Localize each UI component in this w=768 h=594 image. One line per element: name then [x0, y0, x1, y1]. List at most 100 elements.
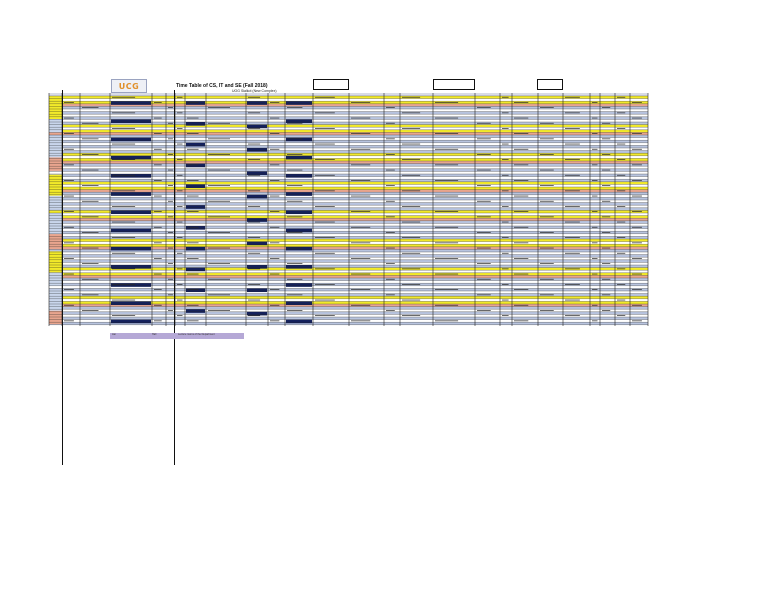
highlight-cell: [286, 101, 312, 105]
table-row: [49, 122, 648, 125]
cell-text: [632, 195, 642, 197]
cell-text: [315, 237, 335, 238]
cell-text: [617, 237, 626, 238]
cell-text: [592, 133, 598, 134]
table-row: [49, 314, 648, 317]
cell-text: [315, 284, 335, 285]
table-row: [49, 246, 648, 250]
highlight-cell: [247, 171, 267, 176]
cell-text: [435, 289, 459, 290]
cell-text: [565, 252, 580, 254]
cell-text: [565, 268, 580, 270]
cell-text: [565, 143, 580, 145]
table-row: [49, 220, 648, 224]
cell-text: [315, 268, 335, 270]
cell-text: [248, 206, 261, 207]
highlight-cell: [111, 210, 151, 215]
cell-text: [270, 258, 280, 259]
cell-text: [168, 200, 173, 202]
table-row: [49, 171, 648, 174]
cell-text: [540, 154, 554, 155]
cell-text: [64, 133, 74, 134]
cell-text: [602, 169, 611, 171]
cell-text: [248, 252, 261, 254]
day-block: [49, 251, 62, 273]
cell-text: [112, 174, 136, 176]
table-row: [49, 257, 648, 260]
cell-text: [402, 299, 421, 301]
cell-text: [248, 159, 261, 160]
table-row: [49, 270, 648, 273]
cell-text: [617, 284, 626, 285]
highlight-cell: [111, 155, 151, 160]
cell-text: [617, 315, 626, 316]
cell-text: [592, 242, 598, 244]
table-row: [49, 275, 648, 278]
highlight-cell: [111, 228, 151, 233]
highlight-cell: [111, 246, 151, 251]
cell-text: [435, 273, 459, 275]
cell-text: [82, 310, 99, 311]
cell-text: [565, 221, 580, 223]
highlight-cell: [111, 137, 151, 142]
cell-text: [287, 294, 303, 296]
cell-text: [208, 216, 230, 218]
cell-text: [64, 289, 74, 290]
cell-text: [386, 263, 395, 264]
cell-text: [617, 96, 626, 98]
cell-text: [435, 164, 459, 166]
cell-text: [64, 320, 74, 322]
table-row: [49, 228, 648, 232]
cell-text: [592, 102, 598, 103]
cell-text: [287, 263, 303, 264]
cell-text: [168, 122, 173, 124]
cell-text: [351, 148, 371, 150]
table-row: [49, 293, 648, 297]
highlight-cell: [186, 163, 205, 168]
cell-text: [402, 252, 421, 254]
cell-text: [208, 154, 230, 155]
table-row: [49, 103, 648, 107]
cell-text: [565, 112, 580, 114]
cell-text: [351, 117, 371, 119]
table-row: [49, 241, 648, 245]
cell-text: [477, 232, 491, 233]
cell-text: [248, 112, 261, 114]
cell-text: [402, 315, 421, 316]
cell-text: [435, 242, 459, 244]
table-row: [49, 254, 648, 258]
cell-text: [270, 195, 280, 197]
cell-text: [187, 148, 199, 150]
cell-text: [64, 148, 74, 150]
table-row: [49, 106, 648, 109]
highlight-cell: [186, 288, 205, 293]
cell-text: [435, 148, 459, 150]
cell-text: [112, 284, 136, 285]
cell-text: [617, 174, 626, 176]
cell-text: [248, 237, 261, 238]
cell-text: [565, 206, 580, 207]
cell-text: [168, 232, 173, 233]
cell-text: [592, 195, 598, 197]
cell-text: [112, 221, 136, 223]
cell-text: [177, 159, 183, 160]
cell-text: [602, 154, 611, 155]
cell-text: [565, 96, 580, 98]
cell-text: [602, 122, 611, 124]
cell-text: [82, 107, 99, 108]
cell-text: [177, 174, 183, 176]
day-block: [49, 119, 62, 133]
cell-text: [187, 180, 199, 181]
cell-text: [315, 221, 335, 223]
cell-text: [248, 128, 261, 129]
table-row: [49, 197, 648, 200]
cell-text: [168, 169, 173, 171]
header-merged-cell: [537, 79, 563, 90]
cell-text: [248, 284, 261, 285]
highlight-cell: [247, 288, 267, 293]
table-row: [49, 267, 648, 271]
cell-text: [168, 154, 173, 155]
cell-text: [632, 258, 642, 259]
cell-text: [177, 252, 183, 254]
table-row: [49, 223, 648, 226]
